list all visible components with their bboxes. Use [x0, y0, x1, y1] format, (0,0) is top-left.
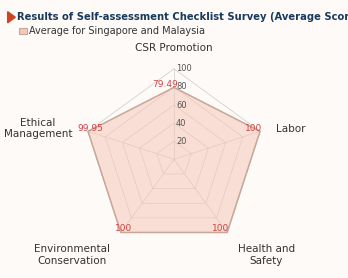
Text: Health and
Safety: Health and Safety	[238, 244, 295, 266]
Text: Average for Singapore and Malaysia: Average for Singapore and Malaysia	[29, 26, 205, 36]
Text: 100: 100	[212, 224, 229, 233]
Text: 20: 20	[176, 137, 187, 146]
Text: Labor: Labor	[276, 123, 306, 133]
Text: Environmental
Conservation: Environmental Conservation	[34, 244, 110, 266]
Text: Ethical
Management: Ethical Management	[3, 118, 72, 139]
Polygon shape	[88, 87, 260, 232]
Text: 100: 100	[176, 64, 192, 73]
Text: Results of Self-assessment Checklist Survey (Average Score of Each Item): Results of Self-assessment Checklist Sur…	[17, 12, 348, 22]
Bar	[19, 28, 27, 34]
Text: 100: 100	[115, 224, 132, 233]
Text: CSR Promotion: CSR Promotion	[135, 43, 213, 53]
Text: 40: 40	[176, 119, 187, 128]
Text: 99.95: 99.95	[78, 124, 104, 133]
Text: 80: 80	[176, 83, 187, 91]
Text: 60: 60	[176, 101, 187, 110]
Polygon shape	[8, 12, 15, 23]
Text: 100: 100	[245, 124, 262, 133]
Text: 79.49: 79.49	[152, 80, 178, 89]
